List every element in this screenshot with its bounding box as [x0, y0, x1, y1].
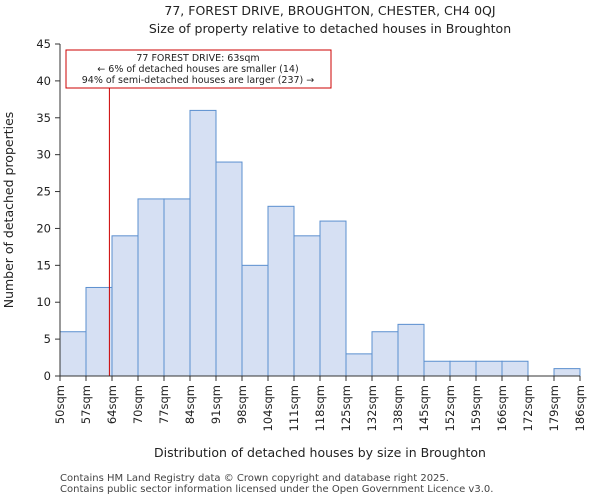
y-tick-label: 45 [36, 37, 51, 51]
chart-subtitle: Size of property relative to detached ho… [149, 21, 511, 36]
y-tick-label: 10 [36, 295, 51, 309]
property-annotation: 77 FOREST DRIVE: 63sqm ← 6% of detached … [65, 49, 332, 89]
bar-57sqm [85, 286, 113, 377]
x-tick-label: 166sqm [495, 385, 509, 431]
x-tick-label: 186sqm [573, 385, 587, 431]
x-tick-label: 179sqm [547, 385, 561, 431]
annotation-line-3: 94% of semi-detached houses are larger (… [82, 75, 315, 86]
annotation-box [65, 49, 332, 89]
x-tick-label: 98sqm [235, 385, 249, 424]
bar-145sqm [423, 360, 451, 377]
y-axis-ticks: 0 5 10 15 20 25 30 35 40 45 [36, 37, 60, 383]
bar-91sqm [215, 161, 243, 377]
x-tick-label: 145sqm [417, 385, 431, 431]
x-tick-label: 159sqm [469, 385, 483, 431]
x-tick-label: 64sqm [105, 385, 119, 424]
bar-50sqm [59, 331, 87, 377]
bar-138sqm [397, 323, 425, 377]
footer-line-1: Contains HM Land Registry data © Crown c… [60, 473, 449, 484]
chart-title: 77, FOREST DRIVE, BROUGHTON, CHESTER, CH… [164, 3, 495, 18]
x-tick-label: 132sqm [365, 385, 379, 431]
y-tick-label: 5 [44, 332, 51, 346]
x-tick-label: 50sqm [53, 385, 67, 424]
x-tick-label: 111sqm [287, 385, 301, 431]
annotation-line-1: 77 FOREST DRIVE: 63sqm [136, 53, 259, 64]
bar-77sqm [163, 198, 191, 377]
bars-group [59, 109, 581, 377]
y-tick-label: 20 [36, 221, 51, 235]
x-tick-label: 104sqm [261, 385, 275, 431]
y-axis-label: Number of detached properties [1, 112, 16, 309]
x-tick-label: 91sqm [209, 385, 223, 424]
bar-111sqm [293, 235, 321, 377]
y-tick-label: 0 [44, 369, 51, 383]
x-tick-label: 118sqm [313, 385, 327, 431]
annotation-line-2: ← 6% of detached houses are smaller (14) [97, 64, 298, 75]
x-tick-label: 172sqm [521, 385, 535, 431]
y-tick-label: 40 [36, 74, 51, 88]
x-tick-label: 77sqm [157, 385, 171, 424]
y-tick-label: 25 [36, 185, 51, 199]
bar-104sqm [267, 205, 295, 377]
bar-179sqm [553, 368, 581, 377]
x-tick-label: 138sqm [391, 385, 405, 431]
y-tick-label: 30 [36, 148, 51, 162]
x-axis-label: Distribution of detached houses by size … [154, 445, 486, 460]
y-tick-label: 35 [36, 111, 51, 125]
x-tick-label: 84sqm [183, 385, 197, 424]
bar-125sqm [345, 353, 373, 377]
footer-line-2: Contains public sector information licen… [60, 484, 494, 495]
bar-166sqm [501, 360, 529, 377]
bar-98sqm [241, 264, 269, 377]
bar-64sqm [111, 235, 139, 377]
x-tick-label: 125sqm [339, 385, 353, 431]
bar-84sqm [189, 109, 217, 377]
bar-118sqm [319, 220, 347, 377]
y-tick-label: 15 [36, 258, 51, 272]
bar-132sqm [371, 331, 399, 377]
x-axis-ticks: 50sqm 57sqm 64sqm 70sqm 77sqm 84sqm 91sqm 98sqm… [53, 376, 587, 431]
bar-159sqm [475, 360, 503, 377]
bar-70sqm [137, 198, 165, 377]
x-tick-label: 152sqm [443, 385, 457, 431]
bar-152sqm [449, 360, 477, 377]
x-tick-label: 57sqm [79, 385, 93, 424]
x-tick-label: 70sqm [131, 385, 145, 424]
